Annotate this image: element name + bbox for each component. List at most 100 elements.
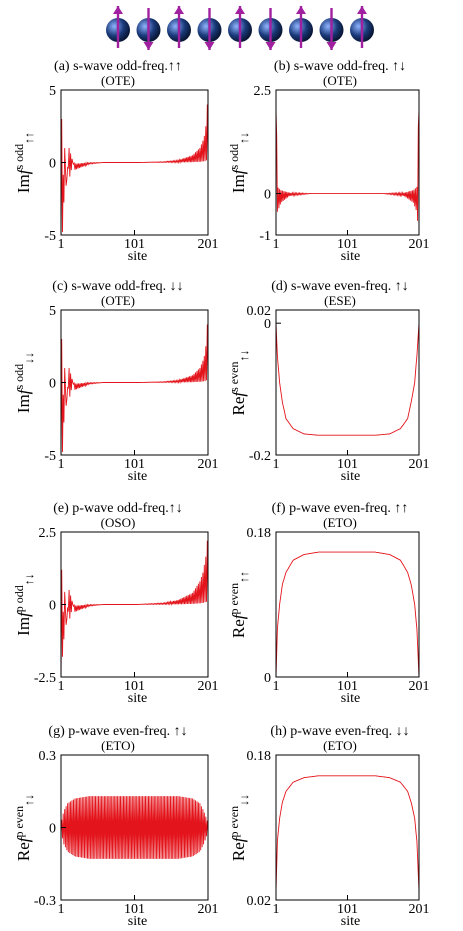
spin-down-icon <box>258 8 283 50</box>
x-axis-label: site <box>341 469 360 484</box>
x-tick-label: 101 <box>337 237 358 252</box>
spin-up-icon <box>106 6 130 48</box>
panel-title: (h) p-wave even-freq. ↓↓ <box>270 724 409 739</box>
x-tick-label: 101 <box>124 457 145 472</box>
x-tick-label: 101 <box>124 902 145 917</box>
data-series-line <box>61 796 208 859</box>
x-tick-label: 201 <box>409 457 430 472</box>
y-axis-label: Refp even↑↑ <box>227 571 251 638</box>
spin-chain <box>106 6 374 50</box>
plot-frame <box>275 754 420 901</box>
y-axis-label: Refs even↑↓ <box>227 350 251 416</box>
data-series-line <box>61 324 208 455</box>
x-axis-label: site <box>128 691 147 706</box>
plot-frame <box>275 309 420 456</box>
y-tick-label: 2.5 <box>254 84 272 99</box>
x-tick-label: 201 <box>409 237 430 252</box>
panel-title: (f) p-wave even-freq. ↑↑ <box>272 501 409 516</box>
y-tick-label: -2.5 <box>34 671 56 686</box>
y-tick-label: 0 <box>264 671 271 686</box>
data-series-line <box>61 540 208 677</box>
x-tick-label: 101 <box>337 679 358 694</box>
panel-subtitle: (OTE) <box>101 293 135 308</box>
x-tick-label: 101 <box>337 457 358 472</box>
panel-d: (d) s-wave even-freq. ↑↓(ESE) 1 101 201 site… <box>227 279 430 484</box>
x-tick-label: 1 <box>58 457 65 472</box>
y-tick-label: 0 <box>264 188 271 203</box>
x-axis-label: site <box>128 914 147 926</box>
y-tick-label: -1 <box>259 229 271 244</box>
y-tick-label: 0.3 <box>39 749 57 764</box>
spin-down-icon <box>319 8 344 50</box>
data-series-line <box>276 551 419 677</box>
x-tick-label: 1 <box>273 679 280 694</box>
panel-h: (h) p-wave even-freq. ↓↓(ETO) 1 101 201 site… <box>227 724 430 929</box>
spin-down-icon <box>197 8 222 50</box>
x-tick-label: 1 <box>273 237 280 252</box>
x-axis-label: site <box>341 691 360 706</box>
y-tick-label: 0.18 <box>247 749 272 764</box>
spin-up-icon <box>350 6 374 48</box>
panel-subtitle: (OSO) <box>101 515 136 530</box>
panel-e: (e) p-wave odd-freq.↑↓(OSO) 1 101 201 site 2.… <box>12 501 219 706</box>
y-tick-label: 0 <box>49 377 56 392</box>
y-tick-label: -0.2 <box>249 449 271 464</box>
panel-title: (g) p-wave even-freq. ↑↓ <box>48 724 187 739</box>
x-tick-label: 101 <box>124 679 145 694</box>
plot-frame <box>275 531 420 678</box>
y-tick-label: 0 <box>49 599 56 614</box>
x-tick-label: 1 <box>58 679 65 694</box>
panel-b: (b) s-wave odd-freq. ↑↓(OTE) 1 101 201 site 2… <box>227 59 430 264</box>
y-axis-label: Imfp odd↑↓ <box>12 573 36 636</box>
x-tick-label: 201 <box>198 679 219 694</box>
y-tick-label: 0.02 <box>247 894 272 909</box>
y-tick-label: 0 <box>49 822 56 837</box>
y-tick-label: 5 <box>49 304 56 319</box>
x-tick-label: 1 <box>273 457 280 472</box>
spin-up-icon <box>289 6 313 48</box>
panel-subtitle: (ESE) <box>324 293 356 308</box>
panel-a: (a) s-wave odd-freq.↑↑(OTE) 1 101 201 site 5 0… <box>12 59 219 264</box>
panel-title: (a) s-wave odd-freq.↑↑ <box>54 59 182 74</box>
data-series-line <box>276 323 419 436</box>
y-axis-label: Imfs odd↑↑ <box>12 132 36 193</box>
y-axis-label: Imfs odd↓↓ <box>12 352 36 413</box>
spin-up-icon <box>228 6 252 48</box>
panel-f: (f) p-wave even-freq. ↑↑(ETO) 1 101 201 site… <box>227 501 430 706</box>
y-tick-label: 0.18 <box>247 526 272 541</box>
spin-up-icon <box>167 6 191 48</box>
x-axis-label: site <box>128 469 147 484</box>
panel-g: (g) p-wave even-freq. ↑↓(ETO) 1 101 201 site… <box>12 724 219 929</box>
x-tick-label: 1 <box>273 902 280 917</box>
data-series-line <box>61 104 208 235</box>
plot-frame <box>275 89 420 236</box>
x-axis-label: site <box>341 249 360 264</box>
y-tick-label: 5 <box>49 84 56 99</box>
panel-subtitle: (ETO) <box>323 738 357 753</box>
y-tick-label: -5 <box>44 449 56 464</box>
panel-title: (b) s-wave odd-freq. ↑↓ <box>274 59 406 74</box>
x-axis-label: site <box>341 914 360 926</box>
y-tick-label: -0.3 <box>34 894 56 909</box>
x-tick-label: 101 <box>337 902 358 917</box>
panel-subtitle: (ETO) <box>323 515 357 530</box>
x-tick-label: 201 <box>198 902 219 917</box>
x-axis-label: site <box>128 249 147 264</box>
x-tick-label: 201 <box>409 902 430 917</box>
y-axis-label: Imfs odd↑↓ <box>227 132 251 193</box>
y-tick-label: 0 <box>264 317 271 332</box>
x-tick-label: 1 <box>58 902 65 917</box>
spin-down-icon <box>136 8 161 50</box>
panel-subtitle: (OTE) <box>323 73 357 88</box>
y-tick-label: -5 <box>44 229 56 244</box>
y-axis-label: Refp even↑↓ <box>12 794 36 861</box>
x-tick-label: 201 <box>198 457 219 472</box>
panel-title: (d) s-wave even-freq. ↑↓ <box>271 279 409 294</box>
y-tick-label: 0 <box>49 157 56 172</box>
x-tick-label: 1 <box>58 237 65 252</box>
y-tick-label: 2.5 <box>39 526 57 541</box>
panel-c: (c) s-wave odd-freq. ↓↓(OTE) 1 101 201 site 5… <box>12 279 219 484</box>
x-tick-label: 101 <box>124 237 145 252</box>
